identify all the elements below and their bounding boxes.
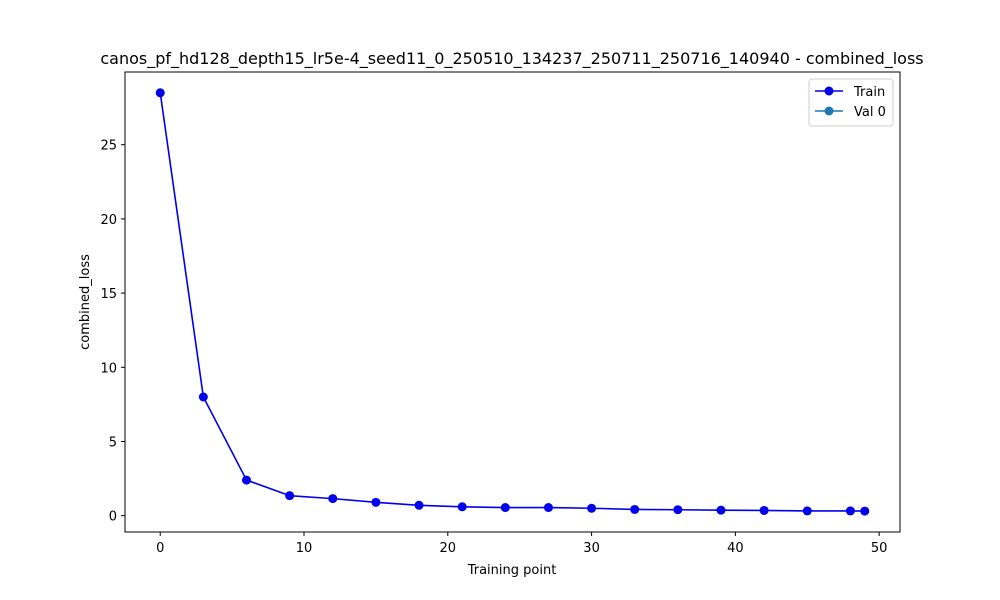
x-tick-label: 50 — [871, 541, 888, 556]
y-tick-label: 20 — [100, 213, 117, 228]
x-tick-label: 30 — [583, 541, 600, 556]
legend-swatch-marker — [824, 106, 834, 116]
x-tick-label: 40 — [727, 541, 744, 556]
x-axis-label: Training point — [467, 563, 557, 578]
axes-frame — [124, 71, 901, 533]
data-point — [241, 475, 251, 485]
data-point — [500, 503, 510, 513]
data-point — [198, 392, 208, 402]
chart-title: canos_pf_hd128_depth15_lr5e-4_seed11_0_2… — [100, 49, 923, 69]
x-tick-label: 0 — [156, 541, 164, 556]
data-point — [457, 502, 467, 512]
y-axis-label: combined_loss — [78, 254, 93, 350]
x-axis-ticks: 0 10 20 30 40 50 — [156, 532, 887, 556]
x-tick-label: 10 — [296, 541, 313, 556]
y-tick-label: 10 — [100, 361, 117, 376]
x-tick-label: 20 — [440, 541, 457, 556]
y-tick-label: 25 — [100, 139, 117, 154]
data-point — [802, 506, 812, 516]
data-point — [285, 491, 295, 501]
legend: Train Val 0 — [808, 78, 894, 127]
y-axis-ticks: 0 5 10 15 20 25 — [100, 139, 125, 525]
y-tick-label: 0 — [109, 510, 117, 525]
data-point — [155, 88, 165, 98]
data-point — [845, 506, 855, 516]
legend-label: Val 0 — [854, 105, 886, 120]
legend-swatch-marker — [824, 86, 834, 96]
plot-area — [155, 88, 870, 516]
data-point — [630, 504, 640, 514]
data-point — [371, 497, 381, 507]
y-tick-label: 15 — [100, 287, 117, 302]
data-point — [759, 505, 769, 515]
data-point — [328, 494, 338, 504]
data-point — [414, 500, 424, 510]
y-tick-label: 5 — [109, 435, 117, 450]
legend-label: Train — [853, 85, 885, 100]
data-point — [587, 503, 597, 513]
data-point — [860, 506, 870, 516]
series-line-train — [159, 92, 865, 512]
data-point — [543, 503, 553, 513]
data-point — [673, 505, 683, 515]
data-point — [716, 505, 726, 515]
